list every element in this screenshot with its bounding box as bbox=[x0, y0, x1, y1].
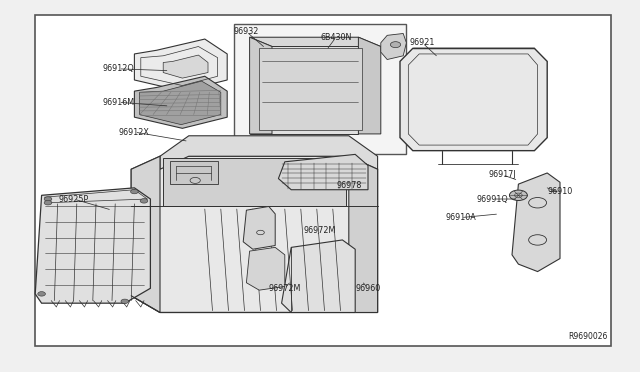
Polygon shape bbox=[381, 33, 406, 60]
Circle shape bbox=[131, 189, 138, 194]
Text: 96910A: 96910A bbox=[445, 213, 476, 222]
Circle shape bbox=[44, 197, 52, 201]
Circle shape bbox=[44, 201, 52, 205]
Bar bbox=[35, 15, 611, 346]
Polygon shape bbox=[512, 173, 560, 272]
Polygon shape bbox=[246, 247, 285, 290]
Polygon shape bbox=[140, 81, 221, 125]
Text: 96912Q: 96912Q bbox=[102, 64, 134, 73]
Polygon shape bbox=[131, 156, 378, 312]
Text: 6B430N: 6B430N bbox=[320, 33, 352, 42]
Circle shape bbox=[38, 292, 45, 296]
Polygon shape bbox=[250, 37, 381, 46]
Text: 96972M: 96972M bbox=[304, 226, 336, 235]
Polygon shape bbox=[282, 240, 355, 312]
Polygon shape bbox=[278, 154, 368, 190]
Polygon shape bbox=[160, 136, 378, 169]
Polygon shape bbox=[400, 48, 547, 151]
Text: R9690026: R9690026 bbox=[568, 333, 608, 341]
Text: 96978: 96978 bbox=[336, 182, 362, 190]
Polygon shape bbox=[250, 37, 272, 134]
Text: 96991Q: 96991Q bbox=[477, 195, 509, 203]
Text: 96910: 96910 bbox=[547, 187, 573, 196]
Polygon shape bbox=[170, 161, 218, 184]
Bar bbox=[234, 24, 406, 154]
Text: 96912X: 96912X bbox=[119, 128, 150, 137]
Polygon shape bbox=[131, 156, 160, 312]
Circle shape bbox=[140, 199, 148, 203]
Polygon shape bbox=[250, 37, 358, 134]
Polygon shape bbox=[163, 158, 346, 206]
Polygon shape bbox=[134, 39, 227, 91]
Text: 96917J: 96917J bbox=[488, 170, 516, 179]
Text: 96916M: 96916M bbox=[102, 98, 134, 107]
Text: 96960: 96960 bbox=[355, 284, 381, 293]
Polygon shape bbox=[259, 48, 362, 130]
Polygon shape bbox=[163, 55, 208, 78]
Text: 96925P: 96925P bbox=[58, 195, 89, 203]
Polygon shape bbox=[358, 37, 381, 134]
Polygon shape bbox=[35, 188, 150, 303]
Text: 96972M: 96972M bbox=[269, 284, 301, 293]
Polygon shape bbox=[243, 206, 275, 249]
Circle shape bbox=[390, 42, 401, 48]
Text: 96921: 96921 bbox=[410, 38, 435, 47]
Text: 96932: 96932 bbox=[234, 27, 259, 36]
Polygon shape bbox=[134, 76, 227, 128]
Circle shape bbox=[121, 299, 129, 304]
Circle shape bbox=[509, 190, 527, 201]
Polygon shape bbox=[349, 156, 378, 312]
